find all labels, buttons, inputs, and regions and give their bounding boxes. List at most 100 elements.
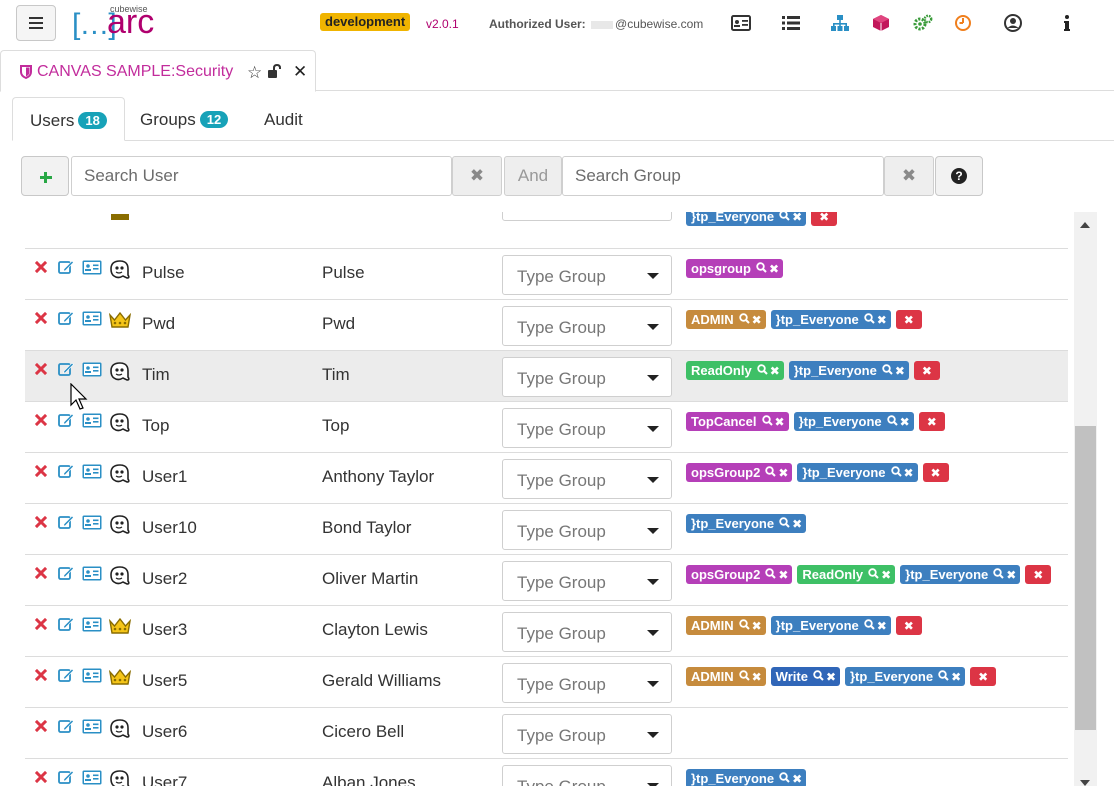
help-button[interactable]: ? <box>935 156 983 196</box>
type-group-select[interactable]: Type Group <box>502 510 672 550</box>
user-circle-icon[interactable] <box>1002 13 1024 33</box>
user-details-icon[interactable] <box>82 668 102 688</box>
star-icon[interactable]: ☆ <box>247 63 263 83</box>
type-group-select[interactable]: Type Group <box>502 459 672 499</box>
edit-user-icon[interactable] <box>58 515 74 534</box>
type-group-select[interactable]: Type Group <box>502 765 672 786</box>
delete-user-icon[interactable] <box>34 719 48 737</box>
remove-group-icon[interactable]: ✖ <box>792 516 803 531</box>
delete-user-icon[interactable] <box>34 413 48 431</box>
clear-user-search-icon[interactable]: ✖ <box>452 156 502 196</box>
delete-user-icon[interactable] <box>34 464 48 482</box>
remove-all-groups-button[interactable]: ✖ <box>913 361 940 380</box>
remove-group-icon[interactable]: ✖ <box>792 212 803 224</box>
user-details-icon[interactable] <box>82 362 102 382</box>
edit-user-icon[interactable] <box>58 362 74 381</box>
user-details-icon[interactable] <box>82 260 102 280</box>
user-details-icon[interactable] <box>82 515 102 535</box>
user-details-icon[interactable] <box>82 719 102 739</box>
cube-icon[interactable] <box>870 13 892 33</box>
scroll-down-arrow[interactable] <box>1080 780 1090 786</box>
remove-group-icon[interactable]: ✖ <box>876 618 887 633</box>
remove-group-icon[interactable]: ✖ <box>778 567 789 582</box>
tab-groups[interactable]: Groups 12 <box>140 97 229 141</box>
view-group-icon[interactable] <box>882 363 893 378</box>
tab-audit[interactable]: Audit <box>264 97 303 141</box>
info-icon[interactable] <box>1056 13 1078 33</box>
remove-all-groups-button[interactable]: ✖ <box>895 616 922 635</box>
add-user-button[interactable] <box>21 156 69 196</box>
edit-user-icon[interactable] <box>58 668 74 687</box>
view-group-icon[interactable] <box>765 567 777 582</box>
remove-all-groups-button[interactable]: ✖ <box>811 212 838 226</box>
edit-user-icon[interactable] <box>58 260 74 279</box>
arc-logo[interactable]: […] cubewise arc <box>72 3 172 41</box>
view-group-icon[interactable] <box>738 669 750 684</box>
view-group-icon[interactable] <box>868 567 879 582</box>
user-details-icon[interactable] <box>82 566 102 586</box>
remove-all-groups-button[interactable]: ✖ <box>895 310 922 329</box>
view-group-icon[interactable] <box>761 414 773 429</box>
edit-user-icon[interactable] <box>58 311 74 330</box>
remove-group-icon[interactable]: ✖ <box>881 567 892 582</box>
delete-user-icon[interactable] <box>34 515 48 533</box>
remove-all-groups-button[interactable]: ✖ <box>1025 565 1052 584</box>
type-group-select[interactable]: Type Group <box>502 561 672 601</box>
view-group-icon[interactable] <box>813 669 824 684</box>
edit-user-icon[interactable] <box>58 617 74 636</box>
user-details-icon[interactable] <box>82 617 102 637</box>
view-group-icon[interactable] <box>864 312 875 327</box>
cogs-icon[interactable] <box>912 13 934 33</box>
view-group-icon[interactable] <box>756 261 767 276</box>
type-group-select[interactable]: Type Group <box>502 357 672 397</box>
clock-icon[interactable] <box>952 13 974 33</box>
delete-user-icon[interactable] <box>34 311 48 329</box>
remove-group-icon[interactable]: ✖ <box>792 771 803 786</box>
type-group-select[interactable]: Type Group <box>502 255 672 295</box>
view-group-icon[interactable] <box>779 771 790 786</box>
delete-user-icon[interactable] <box>34 260 48 278</box>
remove-group-icon[interactable]: ✖ <box>951 669 962 684</box>
view-group-icon[interactable] <box>738 312 750 327</box>
search-group-input[interactable] <box>562 156 884 196</box>
menu-toggle-button[interactable] <box>16 5 56 41</box>
remove-group-icon[interactable]: ✖ <box>825 669 836 684</box>
remove-group-icon[interactable]: ✖ <box>899 414 910 429</box>
edit-user-icon[interactable] <box>58 770 74 786</box>
delete-user-icon[interactable] <box>34 617 48 635</box>
user-details-icon[interactable] <box>82 311 102 331</box>
scroll-thumb[interactable] <box>1075 426 1096 730</box>
user-details-icon[interactable] <box>82 770 102 786</box>
user-details-icon[interactable] <box>82 464 102 484</box>
remove-group-icon[interactable]: ✖ <box>751 618 762 633</box>
remove-group-icon[interactable]: ✖ <box>903 465 914 480</box>
view-group-icon[interactable] <box>886 414 898 429</box>
type-group-select[interactable]: Type Group <box>502 663 672 703</box>
view-group-icon[interactable] <box>993 567 1004 582</box>
remove-all-groups-button[interactable]: ✖ <box>970 667 997 686</box>
view-group-icon[interactable] <box>765 465 777 480</box>
remove-group-icon[interactable]: ✖ <box>774 414 785 429</box>
remove-all-groups-button[interactable]: ✖ <box>922 463 949 482</box>
unlock-icon[interactable] <box>267 63 283 83</box>
close-tab-icon[interactable]: ✕ <box>293 62 308 82</box>
scroll-up-arrow[interactable] <box>1080 222 1090 228</box>
type-group-select[interactable]: Type Group <box>502 408 672 448</box>
view-group-icon[interactable] <box>738 618 750 633</box>
remove-group-icon[interactable]: ✖ <box>778 465 789 480</box>
remove-group-icon[interactable]: ✖ <box>1006 567 1017 582</box>
remove-group-icon[interactable]: ✖ <box>894 363 905 378</box>
remove-all-groups-button[interactable]: ✖ <box>918 412 945 431</box>
delete-user-icon[interactable] <box>34 566 48 584</box>
user-card-icon[interactable] <box>730 13 752 33</box>
search-user-input[interactable] <box>71 156 452 196</box>
view-group-icon[interactable] <box>864 618 875 633</box>
type-group-select[interactable]: Type Group <box>502 212 672 221</box>
hierarchy-icon[interactable] <box>829 13 851 33</box>
view-group-icon[interactable] <box>756 363 768 378</box>
delete-user-icon[interactable] <box>34 668 48 686</box>
user-details-icon[interactable] <box>82 413 102 433</box>
tab-users[interactable]: Users 18 <box>12 97 125 141</box>
remove-group-icon[interactable]: ✖ <box>768 261 779 276</box>
view-group-icon[interactable] <box>890 465 902 480</box>
